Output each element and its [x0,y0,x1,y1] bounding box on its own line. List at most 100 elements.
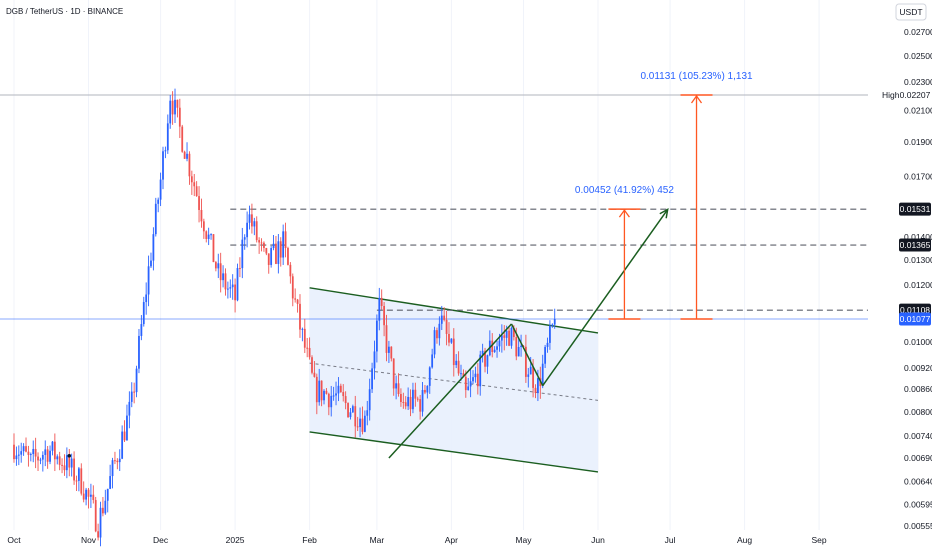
candle-body [388,346,390,353]
candle-body [58,456,61,465]
candle-body [354,406,357,427]
candle-body [289,264,292,277]
candle-body [267,253,270,265]
candle-body [505,330,508,338]
price-badge-label: 0.01365 [900,240,931,250]
y-tick-label: 0.02100 [904,106,932,116]
descending-channel [309,287,599,473]
projection-arrowhead [659,207,669,219]
candle-body [433,330,436,355]
candle-body [222,273,224,281]
y-tick-label: 0.01700 [904,171,932,181]
candle-body [248,214,251,223]
chart-title: DGB / TetherUS · 1D · BINANCE [6,7,123,16]
candle-body [397,383,400,395]
candle-body [219,263,222,281]
candle-body [484,350,486,367]
candle-body [327,393,330,408]
candle-body [49,450,51,462]
candle-body [169,100,172,124]
candle-body [123,431,126,441]
time-axis[interactable]: Oct Nov Dec 2025 Feb Mar Apr May Jun Jul Aug Sep [7,535,827,545]
candle-body [306,347,309,349]
candle-body [299,303,301,330]
candle-body [20,451,23,455]
candle-body [70,458,73,468]
candle-body [171,100,174,115]
candle-body [318,380,321,403]
candle-body [402,401,405,403]
price-badge [899,312,931,326]
y-tick-label: 0.00640 [904,476,932,486]
candle-body [378,297,381,321]
candle-body [128,401,131,416]
candle-body [323,390,325,401]
candle-body [476,373,479,387]
candle-body [241,239,244,269]
candle-body [279,241,282,258]
candle-body [77,468,80,481]
candle-body [296,299,299,304]
candle-body [53,441,56,460]
candle-body [202,221,205,232]
candle-body [263,242,265,248]
candle-body [431,354,434,368]
candle-body [517,347,520,357]
y-tick-label: 0.00555 [904,521,932,531]
candle-body [94,500,97,532]
candle-body [512,327,515,338]
price-badge [899,88,931,102]
candle-body [500,335,503,341]
candle-body [205,231,208,239]
channel-fill [309,287,598,472]
candle-body [236,268,239,301]
y-tick-label: 0.00920 [904,363,932,373]
currency-button[interactable]: USDT [895,3,927,21]
candle-body [164,150,167,152]
grid [13,0,820,530]
candle-body [416,398,419,400]
candle-body [253,221,256,227]
measure-arrowhead [618,209,630,218]
candle-body [142,302,145,325]
candle-body [491,340,494,353]
candle-body [176,99,179,108]
price-badge-label: 0.02207 [900,90,931,100]
candle-body [154,203,157,235]
candle-body [532,366,534,388]
candle-body [46,449,49,462]
candle-body [34,448,37,457]
candle-body [366,410,369,416]
candle-body [116,460,119,463]
x-tick-label: Oct [7,535,21,545]
candle-body [255,221,258,241]
y-tick-label: 0.00740 [904,431,932,441]
candle-body [356,426,359,428]
x-tick-label: Dec [153,535,169,545]
candle-body [287,248,289,265]
candle-body [363,415,366,432]
candle-body [246,222,249,238]
candle-body [373,351,376,369]
price-axis[interactable]: 0.02700 0.02500 0.02300 0.02100 0.01900 0.017… [904,27,932,531]
candle-body [392,358,395,389]
candle-body [41,454,44,460]
candle-body [534,387,537,394]
candle-body [102,507,104,514]
candle-body [27,451,30,455]
candle-body [421,389,424,412]
candle-body [147,266,150,295]
candle-body [166,123,169,151]
candle-body [544,346,547,364]
candle-body [440,315,443,324]
candle-body [551,324,554,326]
candle-body [443,315,446,320]
candle-body [145,294,148,303]
candle-body [496,346,498,350]
candle-body [186,153,188,159]
candle-body [150,260,152,267]
candle-body [445,319,448,334]
x-tick-label: Jul [665,535,676,545]
candle-body [400,394,402,402]
